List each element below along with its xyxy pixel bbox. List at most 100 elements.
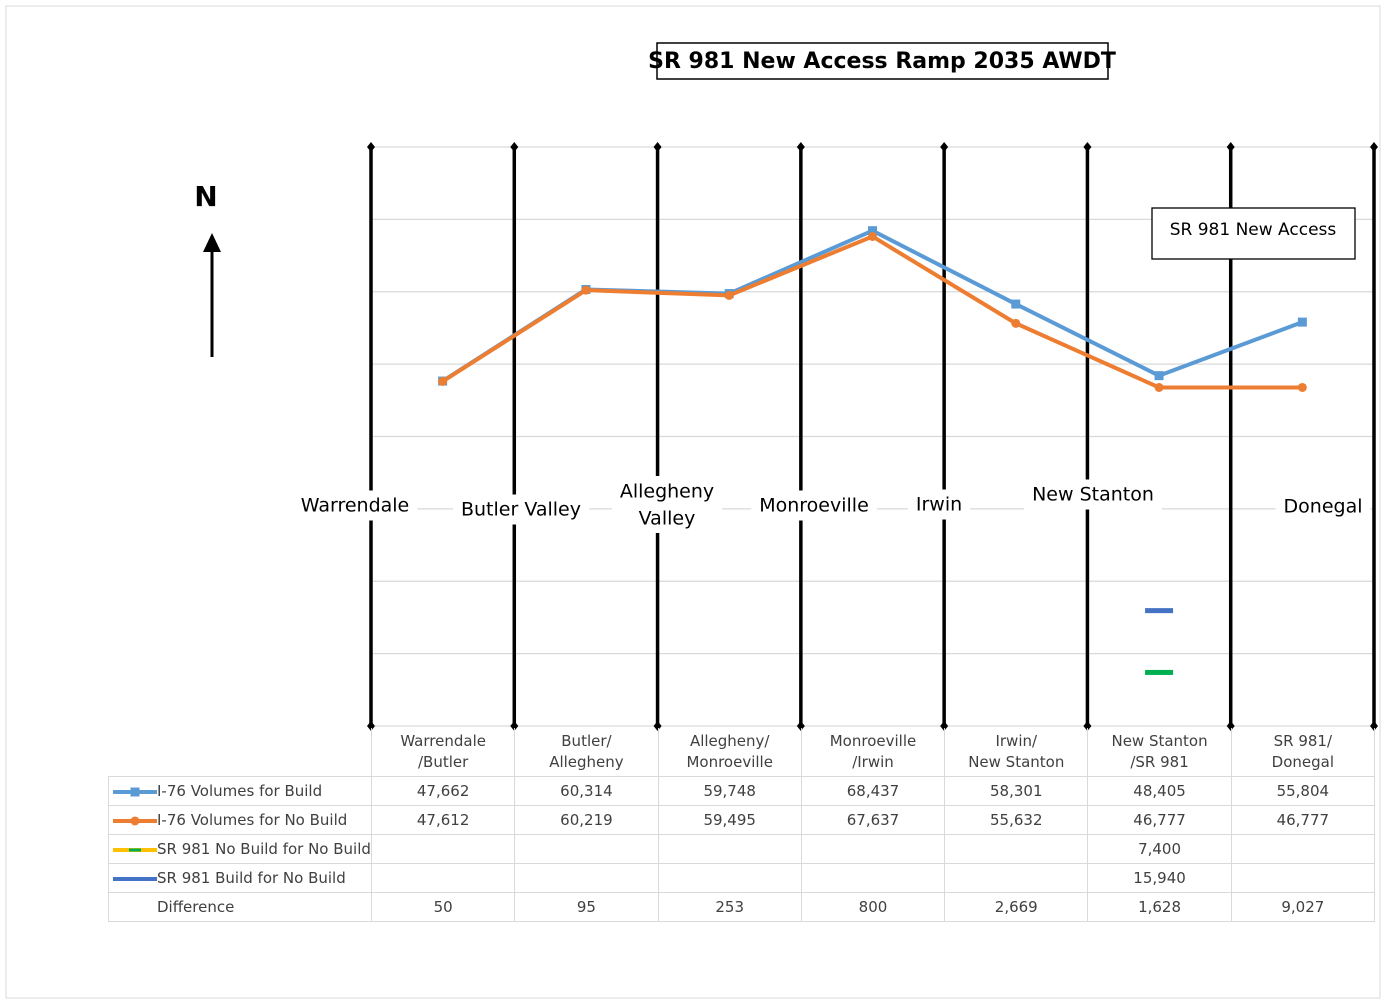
data-point (438, 376, 448, 386)
value-cell (370, 863, 516, 893)
value-cell: 47,612 (370, 805, 516, 835)
value-cell: 15,940 (1087, 863, 1232, 893)
value-cell (514, 863, 659, 893)
callout-label: SR 981 New Access (1170, 220, 1337, 240)
value-cell: 58,301 (944, 776, 1089, 806)
value-cell: 2,669 (944, 892, 1089, 922)
data-point (1154, 382, 1164, 392)
category-label: SR 981/ Donegal (1230, 728, 1375, 777)
legend-label: SR 981 Build for No Build (157, 869, 346, 887)
legend-label: I-76 Volumes for Build (157, 782, 323, 800)
table-row: Difference 50 95 253 800 2,669 1,628 9,027 (108, 892, 1375, 922)
legend-label: SR 981 No Build for No Build (157, 840, 371, 858)
legend-swatch (113, 876, 157, 881)
data-point (581, 285, 591, 295)
value-cell: 60,219 (514, 805, 659, 835)
value-cell: 60,314 (514, 776, 659, 806)
data-point (1011, 318, 1021, 328)
value-cell: 50 (370, 892, 516, 922)
label-background (907, 489, 971, 520)
value-cell: 59,495 (657, 805, 802, 835)
line-end (1226, 142, 1235, 152)
value-cell: 800 (800, 892, 946, 922)
table-row: I-76 Volumes for Build 47,662 60,314 59,748… (108, 776, 1375, 806)
line-end (796, 142, 805, 152)
row-label: Difference (157, 898, 235, 916)
legend-marker (129, 848, 141, 851)
interchange-label: Irwin (916, 494, 962, 516)
header-row: Warrendale /Butler Butler/ Allegheny Alleg… (109, 728, 1375, 777)
label-background (292, 490, 418, 521)
value-cell: 47,662 (370, 776, 516, 806)
legend-label: I-76 Volumes for No Build (157, 811, 348, 829)
value-cell (657, 863, 802, 893)
table-row: SR 981 No Build for No Build 7,400 (108, 834, 1375, 864)
value-cell: 46,777 (1230, 805, 1375, 835)
value-cell (370, 834, 516, 864)
table-row: I-76 Volumes for No Build 47,612 60,219 59,… (108, 805, 1375, 835)
value-cell (944, 834, 1089, 864)
data-point (1297, 382, 1307, 392)
label-background (1275, 491, 1371, 522)
legend-cell: Difference (108, 892, 372, 922)
interchange-label: Monroeville (759, 495, 869, 517)
value-cell: 253 (657, 892, 802, 922)
label-background (751, 490, 877, 521)
interchange-label: Allegheny Valley (620, 480, 714, 529)
line-end (1370, 142, 1378, 152)
value-cell: 95 (514, 892, 659, 922)
corner-cell (109, 728, 372, 777)
table-row: SR 981 Build for No Build 15,940 (108, 863, 1375, 893)
value-cell: 67,637 (800, 805, 946, 835)
label-background (1024, 479, 1162, 510)
label-background (452, 494, 590, 525)
data-point (1145, 669, 1174, 675)
value-cell (657, 834, 802, 864)
line-end (510, 142, 519, 152)
value-cell: 9,027 (1230, 892, 1375, 922)
legend-cell: I-76 Volumes for No Build (108, 805, 372, 835)
value-cell: 55,804 (1230, 776, 1375, 806)
category-label: New Stanton /SR 981 (1087, 728, 1232, 777)
label-background (611, 476, 723, 533)
category-label: Allegheny/ Monroeville (657, 728, 802, 777)
legend-swatch (113, 816, 157, 825)
data-point (1145, 608, 1174, 614)
value-cell (1230, 863, 1375, 893)
value-cell (944, 863, 1089, 893)
legend-marker (130, 787, 140, 796)
value-cell: 46,777 (1087, 805, 1232, 835)
category-label: Monroeville /Irwin (800, 728, 946, 777)
data-point (1297, 317, 1307, 327)
data-point (1011, 299, 1021, 309)
callout-box (1151, 207, 1356, 260)
legend-cell: SR 981 No Build for No Build (108, 834, 372, 864)
category-label: Warrendale /Butler (370, 728, 516, 777)
category-label: Irwin/ New Stanton (944, 728, 1089, 777)
chart-title: SR 981 New Access Ramp 2035 AWDT (648, 49, 1116, 74)
value-cell (1230, 834, 1375, 864)
legend-cell: I-76 Volumes for Build (108, 776, 372, 806)
data-point (1154, 371, 1164, 381)
value-cell (800, 834, 946, 864)
interchange-label: Donegal (1284, 496, 1363, 518)
interchange-label: Butler Valley (461, 499, 581, 521)
data-point (868, 231, 877, 241)
north-label: N (194, 180, 217, 213)
title-box (656, 42, 1109, 80)
legend-swatch (113, 847, 157, 852)
category-label: Butler/ Allegheny (514, 728, 659, 777)
data-point (868, 226, 877, 236)
interchange-label: Warrendale (301, 495, 410, 517)
legend-marker (130, 816, 140, 825)
value-cell: 59,748 (657, 776, 802, 806)
data-table: Warrendale /Butler Butler/ Allegheny Alleg… (108, 728, 1375, 922)
line-end (367, 142, 375, 152)
value-cell: 1,628 (1087, 892, 1232, 922)
value-cell: 68,437 (800, 776, 946, 806)
data-point (724, 290, 734, 300)
line-end (653, 142, 662, 152)
value-cell (800, 863, 946, 893)
